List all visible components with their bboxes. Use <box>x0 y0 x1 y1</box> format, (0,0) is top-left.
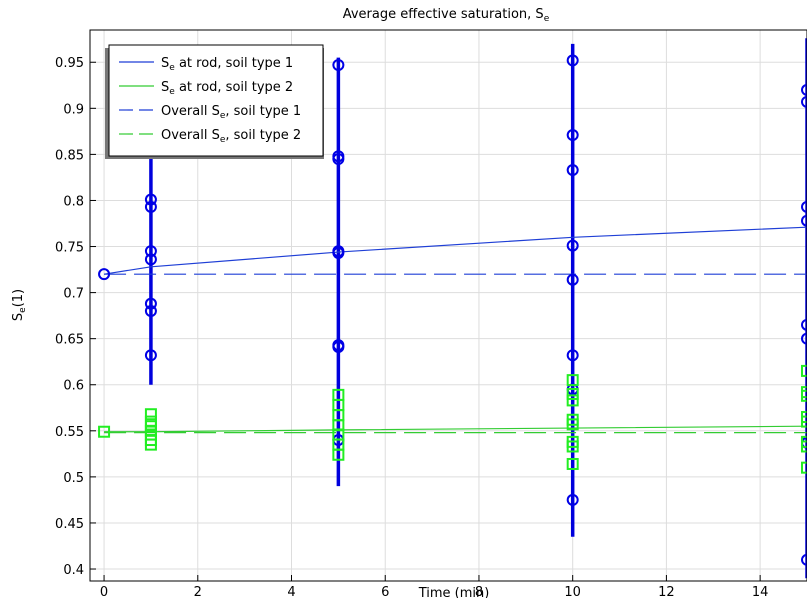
marker-soil-type-1 <box>144 245 157 258</box>
marker-soil-type-1 <box>144 305 157 318</box>
marker-soil-type-2 <box>801 364 807 377</box>
marker-soil-type-2 <box>566 418 579 431</box>
y-tick-label: 0.95 <box>55 56 84 71</box>
x-tick-label: 12 <box>658 585 675 598</box>
marker-soil-type-1 <box>801 318 807 331</box>
marker-soil-type-1 <box>566 239 579 252</box>
y-tick-label: 0.9 <box>63 102 84 117</box>
marker-soil-type-1 <box>801 332 807 345</box>
series-lines <box>103 226 807 434</box>
marker-soil-type-1 <box>144 200 157 213</box>
legend-label: Overall Se, soil type 2 <box>161 128 301 145</box>
marker-soil-type-1 <box>801 553 807 566</box>
legend: Se at rod, soil type 1 Se at rod, soil ty… <box>105 44 324 159</box>
legend-label: Overall Se, soil type 1 <box>161 104 301 121</box>
marker-soil-type-2 <box>144 408 157 421</box>
marker-soil-type-1 <box>144 253 157 266</box>
marker-soil-type-2 <box>332 448 345 461</box>
x-tick-label: 4 <box>287 585 295 598</box>
marker-soil-type-2 <box>566 394 579 407</box>
marker-soil-type-2 <box>566 457 579 470</box>
x-tick-label: 2 <box>194 585 202 598</box>
marker-soil-type-2 <box>144 438 157 451</box>
x-tick-label: 10 <box>564 585 581 598</box>
marker-soil-type-1 <box>144 349 157 362</box>
plot-frame <box>89 29 807 582</box>
marker-soil-type-1 <box>801 200 807 213</box>
marker-soil-type-1 <box>566 493 579 506</box>
marker-soil-type-1 <box>566 129 579 142</box>
marker-soil-type-1 <box>801 214 807 227</box>
y-tick-label: 0.45 <box>55 517 84 532</box>
y-tick-label: 0.85 <box>55 148 84 163</box>
marker-soil-type-1 <box>144 297 157 310</box>
x-tick-label: 14 <box>752 585 769 598</box>
marker-soil-type-2 <box>98 425 111 438</box>
marker-soil-type-1 <box>566 273 579 286</box>
y-tick-label: 0.75 <box>55 241 84 256</box>
x-tick-label: 0 <box>100 585 108 598</box>
x-tick-label: 6 <box>381 585 389 598</box>
marker-soil-type-1 <box>332 340 345 353</box>
marker-soil-type-1 <box>801 83 807 96</box>
y-tick-label: 0.7 <box>63 287 84 302</box>
marker-soil-type-2 <box>566 374 579 387</box>
marker-soil-type-1 <box>566 54 579 67</box>
marker-soil-type-2 <box>801 389 807 402</box>
x-axis-label: Time (min) <box>418 586 490 598</box>
marker-soil-type-1 <box>566 349 579 362</box>
legend-box <box>108 44 324 157</box>
x-axis-ticks: 0 2 4 6 8 10 12 14 <box>100 575 768 598</box>
marker-soil-type-1 <box>332 246 345 259</box>
marker-soil-type-1 <box>98 268 111 281</box>
y-axis-ticks: 0.4 0.45 0.5 0.55 0.6 0.65 0.7 0.75 0.8 0.85 0.9 0.… <box>55 56 96 578</box>
marker-soil-type-1 <box>566 164 579 177</box>
legend-label: Se at rod, soil type 2 <box>161 80 293 97</box>
y-tick-label: 0.5 <box>63 471 84 486</box>
y-tick-label: 0.65 <box>55 333 84 348</box>
y-tick-label: 0.55 <box>55 425 84 440</box>
marker-soil-type-2 <box>801 440 807 453</box>
marker-soil-type-1 <box>332 152 345 165</box>
y-tick-label: 0.8 <box>63 194 84 209</box>
marker-soil-type-1 <box>144 193 157 206</box>
marker-soil-type-2 <box>801 461 807 474</box>
marker-soil-type-1 <box>332 59 345 72</box>
marker-soil-type-2 <box>566 387 579 400</box>
marker-soil-type-2 <box>801 415 807 428</box>
markers <box>98 54 807 566</box>
y-tick-label: 0.6 <box>63 379 84 394</box>
legend-label: Se at rod, soil type 1 <box>161 56 293 73</box>
y-tick-label: 0.4 <box>63 563 84 578</box>
chart-title: Average effective saturation, Se <box>343 7 550 24</box>
marker-soil-type-1 <box>801 95 807 108</box>
series-line-1 <box>103 226 807 275</box>
error-bars <box>149 38 807 579</box>
marker-soil-type-2 <box>566 440 579 453</box>
x-tick-label: 8 <box>475 585 483 598</box>
y-axis-label: Se(1) <box>11 289 28 321</box>
